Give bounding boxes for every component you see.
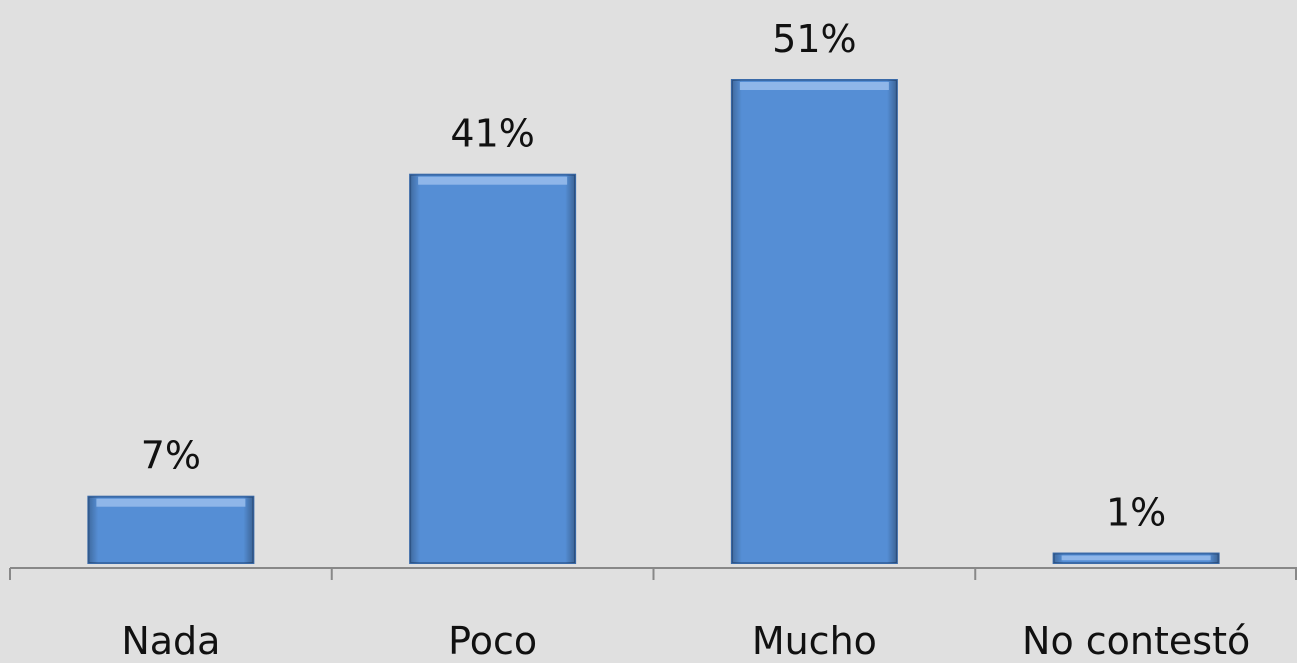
x-tick-label: Mucho: [752, 619, 877, 663]
value-label: 7%: [141, 434, 201, 478]
bar-bevel: [88, 496, 254, 563]
plot-area: Nada 7% Poco 41% Mucho 51% No contestó 1%: [9, 17, 1297, 663]
value-label: 51%: [772, 17, 856, 61]
bar-highlight: [418, 176, 568, 185]
x-tick-label: Nada: [121, 619, 220, 663]
bar-bevel: [731, 80, 897, 563]
x-tick-label: No contestó: [1022, 619, 1250, 663]
bar-highlight: [739, 82, 889, 90]
bar-bevel: [410, 174, 576, 564]
value-label: 1%: [1106, 491, 1166, 535]
bar-highlight: [1061, 555, 1211, 561]
bar-highlight: [96, 498, 246, 507]
x-tick-label: Poco: [448, 619, 537, 663]
value-label: 41%: [450, 112, 534, 156]
